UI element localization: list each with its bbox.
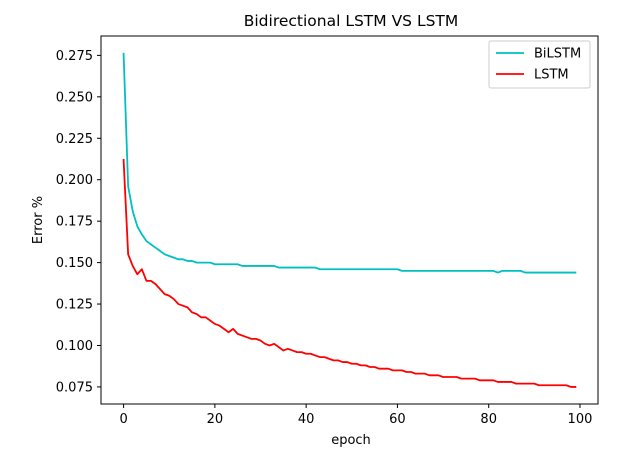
legend-label-bilstm: BiLSTM — [534, 47, 581, 62]
x-tick-label: 20 — [207, 412, 224, 427]
y-tick-label: 0.125 — [56, 298, 93, 313]
y-tick-label: 0.225 — [56, 132, 93, 147]
series-line-bilstm — [122, 52, 577, 274]
plot-area: 0 20 40 60 80 100 0.075 0.100 0.125 0.150 0.175 0.2… — [56, 35, 599, 427]
y-tick-label: 0.250 — [56, 90, 93, 105]
legend-label-lstm: LSTM — [534, 68, 569, 83]
y-tick-label: 0.150 — [56, 256, 93, 271]
y-tick-label: 0.075 — [56, 380, 93, 395]
x-tick-label: 100 — [568, 412, 593, 427]
y-tick-label: 0.175 — [56, 215, 93, 230]
y-tick-label: 0.100 — [56, 339, 93, 354]
x-tick-label: 40 — [298, 412, 315, 427]
x-tick-label: 0 — [119, 412, 127, 427]
x-axis-label: epoch — [331, 433, 371, 448]
chart-title: Bidirectional LSTM VS LSTM — [244, 12, 459, 30]
x-tick-label: 60 — [389, 412, 406, 427]
y-tick-label: 0.275 — [56, 49, 93, 64]
axes-frame — [100, 35, 599, 405]
x-tick-label: 80 — [480, 412, 497, 427]
y-axis-label: Error % — [31, 196, 46, 244]
series-line-lstm — [122, 158, 577, 388]
y-tick-label: 0.200 — [56, 173, 93, 188]
